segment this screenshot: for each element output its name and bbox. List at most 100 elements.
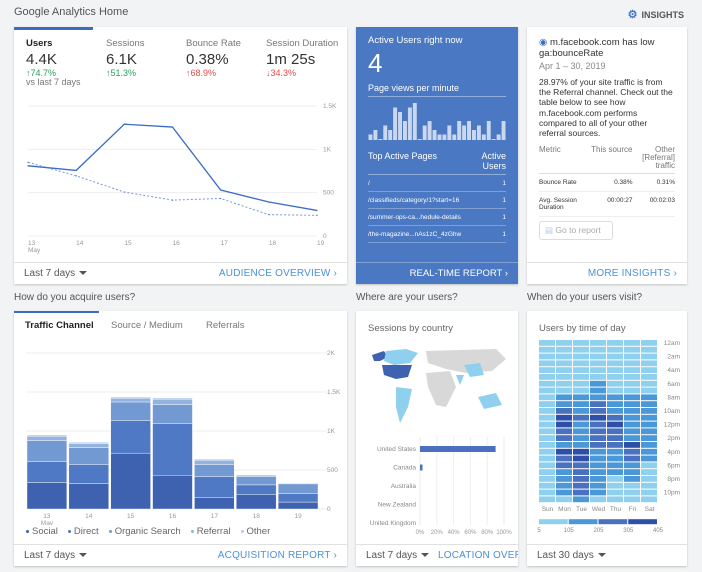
legend-item[interactable]: Direct <box>67 526 99 537</box>
date-range-dropdown[interactable]: Last 30 days <box>537 550 606 561</box>
day-label: Mon <box>558 506 571 513</box>
map-eurasia <box>426 349 506 373</box>
heatmap-cell <box>624 448 640 455</box>
heatmap-cell <box>539 476 555 482</box>
acquisition-report-link[interactable]: ACQUISITION REPORT › <box>217 550 337 561</box>
heatmap-cell <box>607 374 623 380</box>
bar-segment-organic-search <box>194 464 235 477</box>
pageview-bar <box>501 121 506 140</box>
date-range-dropdown[interactable]: Last 7 days <box>24 550 88 561</box>
day-label: Sat <box>645 506 655 513</box>
map-china <box>464 363 484 377</box>
heatmap-cell <box>590 435 606 441</box>
heatmap-cell <box>539 435 555 441</box>
date-range-dropdown[interactable]: Last 7 days <box>24 268 88 279</box>
heatmap-cell <box>641 455 657 462</box>
row-other: 00:02:03 <box>649 197 675 205</box>
metric-2[interactable]: Bounce Rate 0.38% ↑68.9% <box>186 38 241 78</box>
active-page-row[interactable]: /classifieds/category/1?start=16 1 <box>368 192 506 209</box>
heatmap-cell <box>573 353 589 360</box>
heatmap-cell <box>607 489 623 496</box>
traffic-channel-chart: 2K 1.5K 1K 500 0 13 14 15 16 17 18 19 May <box>26 350 341 525</box>
pageview-bar <box>417 139 422 140</box>
heatmap-cell <box>539 340 555 346</box>
hour-label: 12pm <box>664 422 680 429</box>
heatmap-cell <box>590 394 606 401</box>
x-tick-label: 40% <box>448 530 461 536</box>
metric-3[interactable]: Session Duration 1m 25s ↓34.3% <box>266 38 338 78</box>
legend-item[interactable]: Social <box>26 526 58 537</box>
heatmap-cell <box>624 421 640 428</box>
active-page-row[interactable]: /1 <box>368 175 506 192</box>
insights-icon: ⚙ <box>627 9 638 21</box>
heatmap-cell <box>556 380 572 387</box>
heatmap-cell <box>539 394 555 401</box>
legend-item[interactable]: Other <box>240 526 270 537</box>
location-overview-link[interactable]: LOCATION OVERVIEW <box>438 550 518 561</box>
map-usa <box>382 365 412 379</box>
pageview-bar <box>403 121 407 140</box>
active-users-count: 4 <box>368 48 383 78</box>
active-page-row[interactable]: /the-magazine...nAs1zC_4zGhw 1 <box>368 226 506 243</box>
active-page-row[interactable]: /summer-ops-ca...hedule-details 1 <box>368 209 506 226</box>
metric-0[interactable]: Users 4.4K ↑74.7% <box>26 38 57 78</box>
x-tick-label: 17 <box>211 513 219 520</box>
tab-source-medium[interactable]: Source / Medium <box>111 320 183 331</box>
heatmap-cell <box>590 462 606 469</box>
chart-legend: Social Direct Organic Search Referral Other <box>26 526 270 537</box>
x-tick-label: 18 <box>269 240 277 247</box>
pageviews-chart <box>368 103 506 140</box>
metric-label: Users <box>26 38 53 49</box>
insights-label: INSIGHTS <box>641 9 684 20</box>
tab-traffic-channel[interactable]: Traffic Channel <box>25 320 94 331</box>
heatmap-cell <box>641 442 657 448</box>
heatmap-cell <box>573 367 589 373</box>
heatmap-cell <box>641 340 657 346</box>
heatmap-cell <box>573 442 589 448</box>
legend-item[interactable]: Referral <box>190 526 231 537</box>
heatmap-cell <box>590 489 606 496</box>
go-to-report-button[interactable]: ▤ Go to report <box>539 221 613 241</box>
col-metric: Metric <box>539 145 561 155</box>
bar-segment-other <box>26 434 68 437</box>
heatmap-cell <box>590 496 606 503</box>
heatmap-cell <box>590 421 606 428</box>
date-range-dropdown[interactable]: Last 7 days <box>366 550 430 561</box>
tab-referrals[interactable]: Referrals <box>206 320 245 331</box>
heatmap-cell <box>556 435 572 441</box>
when-section-title: When do your users visit? <box>527 292 643 303</box>
audience-overview-label: AUDIENCE OVERVIEW <box>218 268 331 279</box>
page-path: /classifieds/category/1?start=16 <box>368 197 460 204</box>
heatmap-cell <box>556 442 572 448</box>
more-insights-link[interactable]: MORE INSIGHTS › <box>587 268 677 279</box>
active-tab-indicator <box>14 311 99 313</box>
pageview-bar <box>472 130 476 140</box>
heatmap-cell <box>590 428 606 435</box>
heatmap-cell <box>573 380 589 387</box>
audience-overview-link[interactable]: AUDIENCE OVERVIEW › <box>218 268 337 279</box>
realtime-report-link[interactable]: REAL-TIME REPORT › <box>409 268 508 279</box>
bar-segment-referral <box>68 443 109 448</box>
pageview-bar <box>383 125 388 140</box>
legend-item[interactable]: Organic Search <box>108 526 181 537</box>
row-other: 0.31% <box>656 179 675 187</box>
bar-segment-other <box>152 397 193 400</box>
heatmap-cell <box>607 346 623 353</box>
heatmap-cell <box>556 482 572 489</box>
hour-label: 6am <box>667 381 680 388</box>
page-path: /the-magazine...nAs1zC_4zGhw <box>368 231 462 238</box>
insights-button[interactable]: ⚙ INSIGHTS <box>628 8 684 21</box>
y-tick-label: 0 <box>327 506 331 513</box>
day-label: Tue <box>576 506 587 513</box>
day-label: Fri <box>629 506 637 513</box>
y-tick-label: 2K <box>327 350 336 357</box>
heatmap-cell <box>573 482 589 489</box>
heatmap-cell <box>607 387 623 394</box>
heatmap-cell <box>573 340 589 346</box>
heatmap-cell <box>539 421 555 428</box>
col-this-source: This source <box>591 145 633 155</box>
solid-series-line <box>27 123 318 212</box>
map-alaska <box>372 351 388 361</box>
metric-1[interactable]: Sessions 6.1K ↑51.3% <box>106 38 145 78</box>
bar-segment-other <box>194 458 235 461</box>
